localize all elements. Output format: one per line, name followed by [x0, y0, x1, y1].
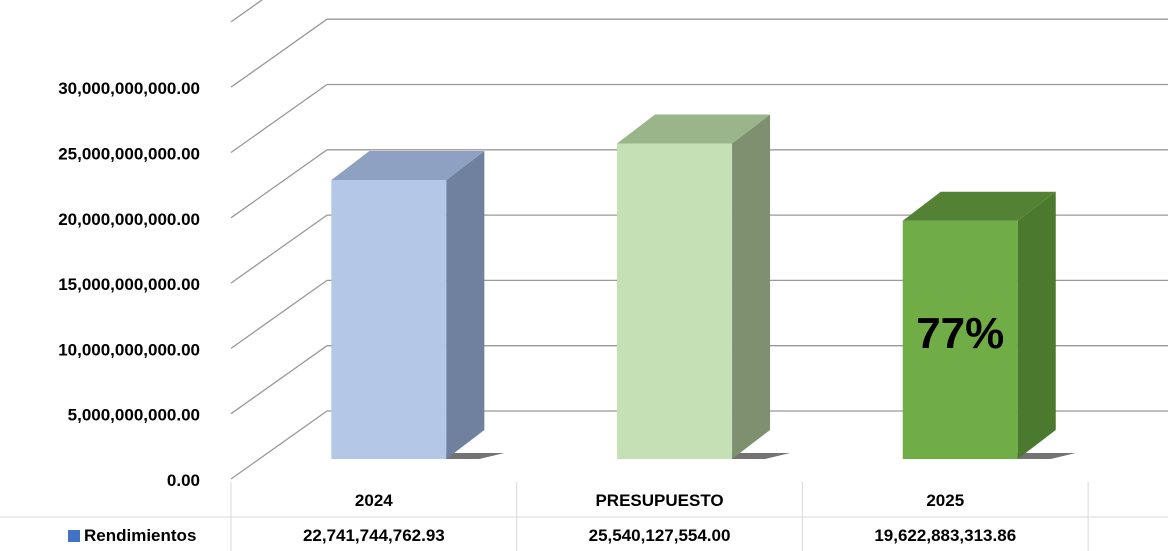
y-axis-tick-labels: 0.00 5,000,000,000.00 10,000,000,000.00 15,… [58, 79, 200, 490]
bar-side [446, 150, 485, 460]
gridline-depth [230, 345, 328, 415]
y-tick-label: 0.00 [167, 471, 200, 490]
category-label: 2025 [926, 491, 964, 510]
gridline-depth [230, 214, 328, 284]
gridline-depth [230, 279, 328, 349]
y-tick-label: 25,000,000,000.00 [58, 145, 200, 164]
bar-side [1017, 191, 1056, 459]
gridline-depth [230, 83, 328, 154]
bar-front [331, 179, 447, 460]
bar-top [902, 191, 1056, 221]
bar [331, 150, 485, 460]
bar-front [902, 220, 1018, 459]
gridline-depth [230, 0, 264, 23]
y-tick-label: 10,000,000,000.00 [58, 340, 200, 359]
y-tick-label: 30,000,000,000.00 [58, 79, 200, 98]
value-label: 22,741,744,762.93 [303, 526, 445, 545]
legend-label: Rendimientos [84, 526, 196, 545]
bar-side [732, 114, 771, 460]
bar-front [617, 143, 733, 460]
gridline-depth [230, 18, 328, 88]
gridline-depth [230, 410, 328, 480]
value-label: 25,540,127,554.00 [589, 526, 731, 545]
bar [902, 191, 1056, 459]
bar [617, 114, 771, 460]
y-tick-label: 15,000,000,000.00 [58, 275, 200, 294]
y-tick-label: 5,000,000,000.00 [68, 406, 200, 425]
y-tick-label: 20,000,000,000.00 [58, 210, 200, 229]
gridline-depth [230, 149, 328, 219]
percentage-annotation: 77% [916, 309, 1004, 358]
data-table: 2024 22,741,744,762.93 PRESUPUESTO 25,540,1… [0, 482, 1168, 551]
value-label: 19,622,883,313.86 [874, 526, 1016, 545]
bar-top [331, 150, 485, 180]
bars [331, 114, 1056, 460]
category-label: 2024 [355, 491, 393, 510]
category-label: PRESUPUESTO [595, 491, 723, 510]
bar-top [617, 114, 771, 144]
legend-key [68, 530, 80, 542]
